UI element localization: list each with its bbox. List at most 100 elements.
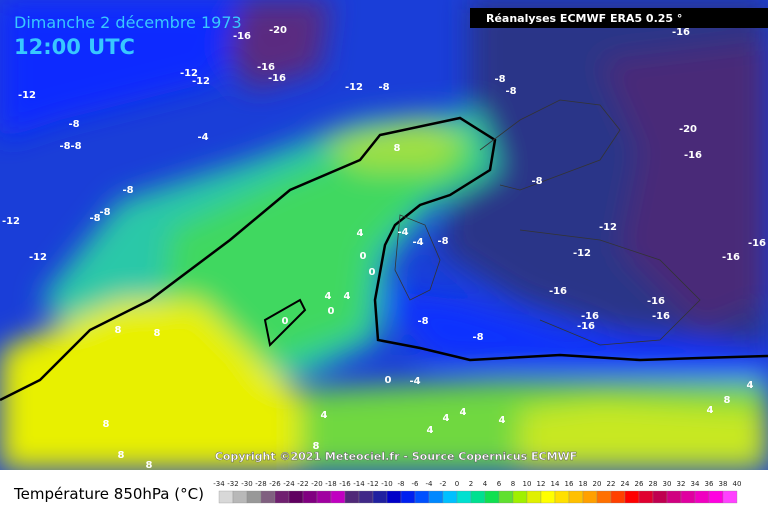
scale-swatch: [288, 490, 304, 504]
contour-label: 4: [357, 228, 364, 239]
contour-label: -8: [70, 141, 81, 152]
contour-label: 4: [344, 291, 351, 302]
contour-label: -16: [233, 31, 251, 42]
contour-label: 4: [499, 415, 506, 426]
contour-label: -8: [122, 185, 133, 196]
scale-label: -16: [339, 480, 351, 488]
contour-labels: -20-16-16-16-12-12-12-8-8 -8-4-8-8-8-12-1…: [2, 25, 766, 470]
contour-label: -16: [577, 321, 595, 332]
scale-swatch: [302, 490, 318, 504]
scale-swatch: [274, 490, 290, 504]
contour-label: -16: [257, 62, 275, 73]
scale-label: -18: [325, 480, 336, 488]
scale-label: -4: [426, 480, 434, 488]
scale-swatch: [218, 490, 234, 504]
scale-swatch: [596, 490, 612, 504]
scale-swatch: [386, 490, 402, 504]
contour-label: 8: [118, 450, 125, 461]
scale-label: 30: [663, 480, 672, 488]
scale-swatch: [540, 490, 556, 504]
scale-swatch: [638, 490, 654, 504]
contour-label: -8: [417, 316, 428, 327]
contour-label: -12: [180, 68, 198, 79]
scale-label: -10: [381, 480, 392, 488]
contour-label: 4: [325, 291, 332, 302]
scale-swatch: [246, 490, 262, 504]
scale-label: 24: [621, 480, 630, 488]
scale-swatch: [316, 490, 332, 504]
contour-label: -4: [397, 227, 408, 238]
contour-label: -8: [494, 74, 505, 85]
contour-label: 4: [443, 413, 450, 424]
zero-isotherm: [0, 116, 768, 402]
color-scale: -34 -32 -30 -28 -26 -24 -22 -20 -18 -16 -14 -12 -10-…: [213, 480, 741, 504]
contour-label: 4: [747, 380, 754, 391]
contour-label: -16: [268, 73, 286, 84]
contour-label: -16: [684, 150, 702, 161]
scale-swatch: [260, 490, 276, 504]
scale-swatch: [484, 490, 500, 504]
scale-swatch: [358, 490, 374, 504]
contour-label: 0: [328, 306, 335, 317]
scale-label: -26: [269, 480, 281, 488]
scale-label: -34: [213, 480, 225, 488]
contour-label: 8: [103, 419, 110, 430]
scale-swatch: [554, 490, 570, 504]
scale-swatch: [428, 490, 444, 504]
scale-label: 10: [523, 480, 532, 488]
contour-label: 4: [707, 405, 714, 416]
contour-label: -8: [472, 332, 483, 343]
scale-label: -14: [353, 480, 365, 488]
scale-label: -24: [283, 480, 295, 488]
scale-label: 28: [649, 480, 658, 488]
scale-label: -8: [398, 480, 405, 488]
scale-label: 38: [719, 480, 728, 488]
contour-label: -16: [672, 27, 690, 38]
contour-label: 8: [394, 143, 401, 154]
scale-swatch: [512, 490, 528, 504]
scale-label: 8: [511, 480, 515, 488]
contour-label: 0: [385, 375, 392, 386]
scale-swatch: [456, 490, 472, 504]
contour-label: -4: [197, 132, 208, 143]
source: Réanalyses ECMWF ERA5 0.25 °: [486, 12, 682, 25]
contour-label: -20: [679, 124, 697, 135]
scale-swatch: [526, 490, 542, 504]
contour-label: -16: [722, 252, 740, 263]
scale-swatch: [582, 490, 598, 504]
contour-label: -20: [269, 25, 287, 36]
contour-label: -16: [748, 238, 766, 249]
scale-label: -28: [255, 480, 266, 488]
contour-label: -8: [437, 236, 448, 247]
contour-label: 0: [282, 316, 289, 327]
contour-label: -8: [68, 119, 79, 130]
scale-label: 22: [607, 480, 616, 488]
scale-swatch: [652, 490, 668, 504]
scale-label: 36: [705, 480, 714, 488]
contour-label: 4: [427, 425, 434, 436]
scale-label: 34: [691, 480, 700, 488]
scale-swatch: [470, 490, 486, 504]
contour-label: -8: [531, 176, 542, 187]
contour-label: -12: [192, 76, 210, 87]
contour: [263, 298, 307, 348]
scale-label: 32: [677, 480, 686, 488]
contour-label: -8: [99, 207, 110, 218]
copyright: Copyright ©2021 Meteociel.fr - Source Co…: [215, 450, 577, 463]
scale-label: 0: [455, 480, 459, 488]
contour-label: 4: [321, 410, 328, 421]
map: Réanalyses ECMWF ERA5 0.25 ° Dimanche 2 …: [0, 0, 768, 470]
scale-label: 20: [593, 480, 602, 488]
coastline: [394, 99, 701, 346]
scale-label: 16: [565, 480, 574, 488]
contour-label: -12: [573, 248, 591, 259]
scale-swatch: [400, 490, 416, 504]
scale-label: 12: [537, 480, 546, 488]
contour-label: 8: [154, 328, 161, 339]
scale-swatch: [442, 490, 458, 504]
time: 12:00 UTC: [14, 35, 135, 59]
contour-label: 8: [724, 395, 731, 406]
scale-label: -12: [367, 480, 378, 488]
scale-label: -30: [241, 480, 252, 488]
contour-label: -12: [18, 90, 36, 101]
